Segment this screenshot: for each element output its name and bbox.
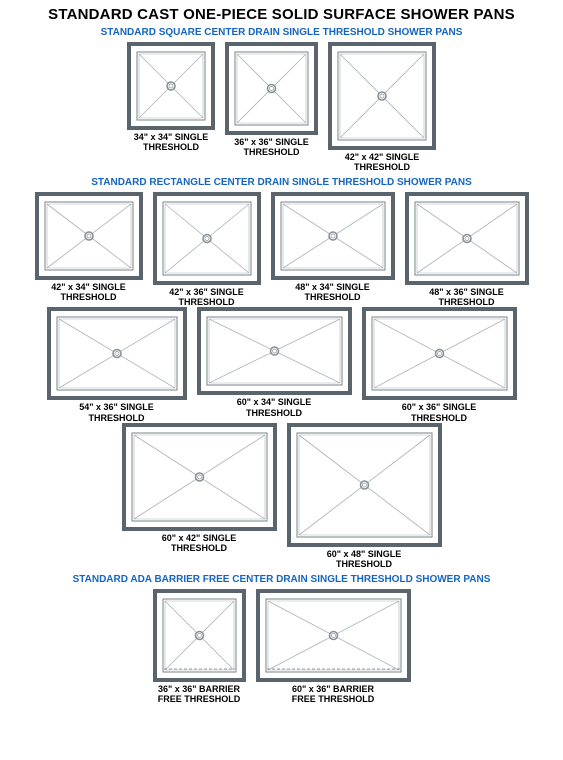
shower-pan-diagram [225,42,318,135]
shower-pan-diagram [362,307,517,400]
section-title: STANDARD RECTANGLE CENTER DRAIN SINGLE T… [4,177,559,188]
pan-block: 60" x 36" BARRIERFREE THRESHOLD [256,589,411,705]
pan-block: 54" x 36" SINGLETHRESHOLD [47,307,187,423]
pan-block: 42" x 34" SINGLETHRESHOLD [35,192,143,303]
pan-block: 60" x 42" SINGLETHRESHOLD [122,423,277,554]
pan-block: 36" x 36" BARRIERFREE THRESHOLD [153,589,246,705]
pan-row: 54" x 36" SINGLETHRESHOLD 60" x 34" SING… [4,307,559,423]
shower-pan-diagram [35,192,143,280]
shower-pan-diagram [256,589,411,682]
pan-caption: 60" x 36" SINGLETHRESHOLD [402,402,477,423]
pan-row: 60" x 42" SINGLETHRESHOLD 60" x 48" SING… [4,423,559,570]
pan-row: 42" x 34" SINGLETHRESHOLD 42" x 36" SING… [4,192,559,308]
shower-pan-diagram [47,307,187,400]
section-title: STANDARD SQUARE CENTER DRAIN SINGLE THRE… [4,27,559,38]
pan-caption: 42" x 36" SINGLETHRESHOLD [169,287,244,308]
shower-pan-diagram [287,423,442,547]
pan-row: 34" x 34" SINGLETHRESHOLD 36" x 36" SING… [4,42,559,173]
shower-pan-diagram [153,589,246,682]
pan-block: 42" x 36" SINGLETHRESHOLD [153,192,261,308]
pan-row: 36" x 36" BARRIERFREE THRESHOLD 60" x 36… [4,589,559,705]
page-title: STANDARD CAST ONE-PIECE SOLID SURFACE SH… [4,6,559,23]
pan-caption: 54" x 36" SINGLETHRESHOLD [79,402,154,423]
pan-block: 60" x 36" SINGLETHRESHOLD [362,307,517,423]
pan-caption: 60" x 42" SINGLETHRESHOLD [162,533,237,554]
pan-block: 42" x 42" SINGLETHRESHOLD [328,42,436,173]
shower-pan-diagram [271,192,395,280]
pan-block: 60" x 34" SINGLETHRESHOLD [197,307,352,418]
shower-pan-diagram [405,192,529,285]
section-title: STANDARD ADA BARRIER FREE CENTER DRAIN S… [4,574,559,585]
pan-caption: 60" x 48" SINGLETHRESHOLD [327,549,402,570]
pan-caption: 34" x 34" SINGLETHRESHOLD [134,132,209,153]
pan-block: 48" x 34" SINGLETHRESHOLD [271,192,395,303]
shower-pan-diagram [197,307,352,395]
pan-caption: 48" x 36" SINGLETHRESHOLD [429,287,504,308]
shower-pan-diagram [127,42,215,130]
pan-caption: 48" x 34" SINGLETHRESHOLD [295,282,370,303]
diagram-container: STANDARD SQUARE CENTER DRAIN SINGLE THRE… [4,27,559,704]
pan-block: 36" x 36" SINGLETHRESHOLD [225,42,318,158]
pan-block: 48" x 36" SINGLETHRESHOLD [405,192,529,308]
pan-caption: 36" x 36" BARRIERFREE THRESHOLD [158,684,241,705]
pan-caption: 42" x 34" SINGLETHRESHOLD [51,282,126,303]
pan-caption: 42" x 42" SINGLETHRESHOLD [345,152,420,173]
pan-block: 60" x 48" SINGLETHRESHOLD [287,423,442,570]
pan-caption: 60" x 34" SINGLETHRESHOLD [237,397,312,418]
shower-pan-diagram [153,192,261,285]
shower-pan-diagram [328,42,436,150]
pan-caption: 36" x 36" SINGLETHRESHOLD [234,137,309,158]
pan-caption: 60" x 36" BARRIERFREE THRESHOLD [292,684,375,705]
shower-pan-diagram [122,423,277,531]
pan-block: 34" x 34" SINGLETHRESHOLD [127,42,215,153]
